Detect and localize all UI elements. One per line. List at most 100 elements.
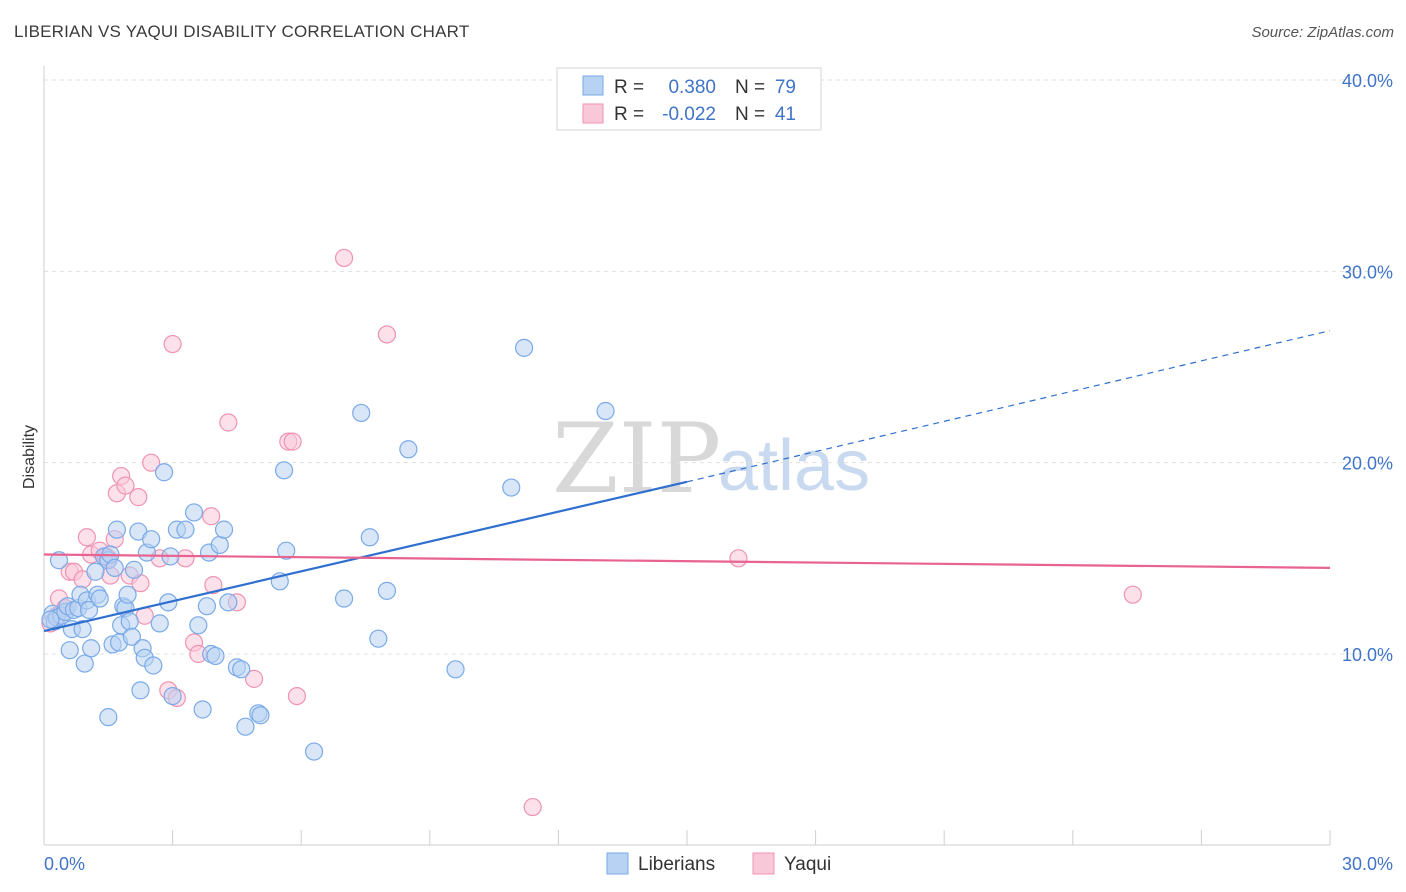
liberian-point [236,717,255,736]
series-legend-swatch-liberians [606,852,629,875]
legend-swatch-liberians [582,75,604,96]
liberian-point [118,585,137,604]
yaqui-point [729,549,748,568]
liberian-point [144,656,163,675]
y-axis-label: Disability [21,425,38,489]
liberian-trend-extension [686,330,1331,483]
liberian-point [399,440,418,459]
legend-r-value: -0.022 [662,104,716,125]
liberian-point [334,589,354,608]
liberian-point [206,646,225,666]
yaqui-point [116,476,135,495]
liberian-point [274,461,294,480]
liberian-point [502,478,521,497]
yaqui-point [244,669,264,688]
series-legend-label-liberians: Liberians [638,854,715,875]
yaqui-point [377,325,397,344]
liberian-point [60,641,79,660]
source-label: Source: ZipAtlas.com [1251,24,1394,41]
liberian-point [176,520,195,539]
liberian-point [142,530,161,549]
series-legend-label-yaqui: Yaqui [784,854,831,875]
yaqui-trend-line [43,553,1331,569]
liberian-point [122,627,141,646]
liberian-point [277,541,296,560]
legend-swatch-yaqui [582,103,604,124]
liberian-point [214,520,234,539]
yaqui-point [1123,585,1142,604]
yaqui-point [77,528,96,547]
legend-n-label: N = [735,77,765,98]
legend-r-label: R = [614,104,644,125]
liberian-point [163,686,182,706]
liberian-point [369,629,388,648]
liberian-point [210,535,229,555]
liberian-point [75,654,94,673]
yaqui-point [204,576,223,595]
liberian-point [304,742,324,761]
liberian-point [124,560,144,579]
yaqui-points [41,248,1142,817]
liberian-point [86,562,105,581]
yaqui-point [142,453,161,472]
liberian-point [184,503,204,522]
liberian-trend-line [43,480,688,633]
liberian-point [377,581,397,600]
liberian-point [197,597,216,616]
yaqui-point [334,248,354,268]
axis-layer [43,66,1331,846]
yaqui-point [176,549,195,568]
y-tick-label: 20.0% [1342,454,1393,474]
liberian-point [49,551,69,570]
liberian-point [154,463,174,482]
series-legend-swatch-yaqui [752,852,775,875]
liberian-point [596,401,615,421]
correlation-legend: R = 0.380 N = 79 R = -0.022 N = 41 [556,67,822,131]
liberian-point [131,681,150,700]
liberian-point [107,520,126,539]
liberian-point [82,639,101,658]
liberian-point [41,610,60,629]
legend-n-value: 41 [775,104,796,125]
liberian-point [360,528,379,547]
yaqui-point [219,413,238,432]
watermark-zip: ZIP [552,403,721,515]
liberian-point [189,616,208,635]
y-tick-label: 10.0% [1342,645,1393,665]
legend-n-label: N = [735,104,765,125]
y-tick-label: 30.0% [1342,262,1393,282]
y-tick-label: 40.0% [1342,71,1393,91]
yaqui-point [523,797,542,817]
liberian-point [446,660,465,679]
legend-r-value: 0.380 [668,77,716,98]
chart-title: LIBERIAN VS YAQUI DISABILITY CORRELATION… [14,22,470,41]
liberian-point [515,338,534,357]
liberian-point [99,708,118,727]
legend-n-value: 79 [775,77,796,98]
yaqui-point [202,507,221,526]
liberian-point [193,700,212,719]
liberian-point [150,614,169,633]
yaqui-point [129,488,148,507]
x-tick-label-max: 30.0% [1342,854,1393,874]
liberian-point [79,600,99,620]
yaqui-point [283,432,302,451]
liberian-point [105,558,124,578]
yaqui-point [287,686,307,706]
watermark-atlas: atlas [718,426,870,506]
legend-r-label: R = [614,77,644,98]
liberian-point [90,589,109,608]
liberian-point [219,593,238,612]
series-legend: Liberians Yaqui [606,852,831,875]
liberian-point [352,403,371,423]
liberian-points [41,338,615,761]
liberian-point [232,660,251,679]
yaqui-point [163,334,182,354]
trend-layer [43,330,1331,633]
liberian-point [73,620,92,639]
liberian-point [120,612,139,631]
x-tick-label-min: 0.0% [44,854,85,874]
grid-layer: 10.0% 20.0% 30.0% 40.0% [44,71,1393,665]
liberian-point [251,706,270,725]
